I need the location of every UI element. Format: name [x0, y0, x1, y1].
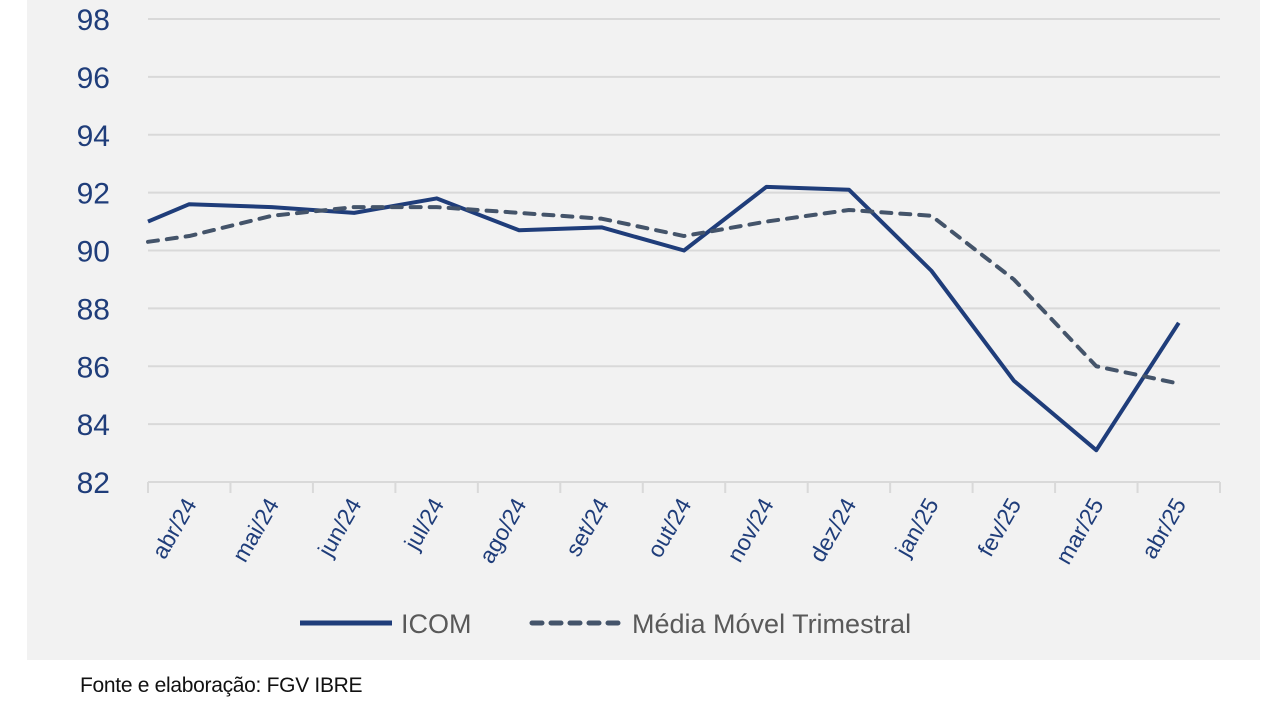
x-tick-label: jul/24: [398, 493, 449, 555]
chart-panel: [27, 0, 1260, 660]
x-tick-label: mar/25: [1050, 494, 1108, 569]
x-tick-label: out/24: [642, 493, 697, 562]
x-tick-label: nov/24: [722, 493, 779, 566]
y-tick-label: 88: [77, 293, 110, 326]
x-tick-label: mai/24: [227, 493, 284, 566]
x-tick-label: set/24: [560, 493, 614, 560]
x-tick-label: dez/24: [804, 493, 861, 566]
source-note: Fonte e elaboração: FGV IBRE: [80, 674, 363, 697]
y-tick-label: 96: [77, 62, 110, 95]
y-tick-label: 82: [77, 467, 110, 500]
y-tick-label: 98: [77, 4, 110, 37]
series-line-media-movel: [146, 205, 1181, 386]
x-tick-label: ago/24: [474, 493, 532, 567]
x-tick-label: fev/25: [972, 494, 1026, 561]
y-tick-label: 92: [77, 178, 110, 211]
x-tick-label: abr/24: [146, 493, 201, 563]
x-tick-label: jan/25: [889, 494, 943, 562]
legend-label-icom: ICOM: [401, 609, 472, 639]
x-tick-label: jun/24: [312, 493, 366, 561]
x-tick-label: abr/25: [1136, 494, 1191, 563]
y-tick-label: 90: [77, 236, 110, 269]
legend-label-media-movel: Média Móvel Trimestral: [632, 609, 911, 639]
y-tick-label: 84: [77, 409, 110, 442]
y-tick-label: 86: [77, 351, 110, 384]
y-tick-label: 94: [77, 120, 110, 153]
series-line-icom: [147, 184, 1181, 453]
